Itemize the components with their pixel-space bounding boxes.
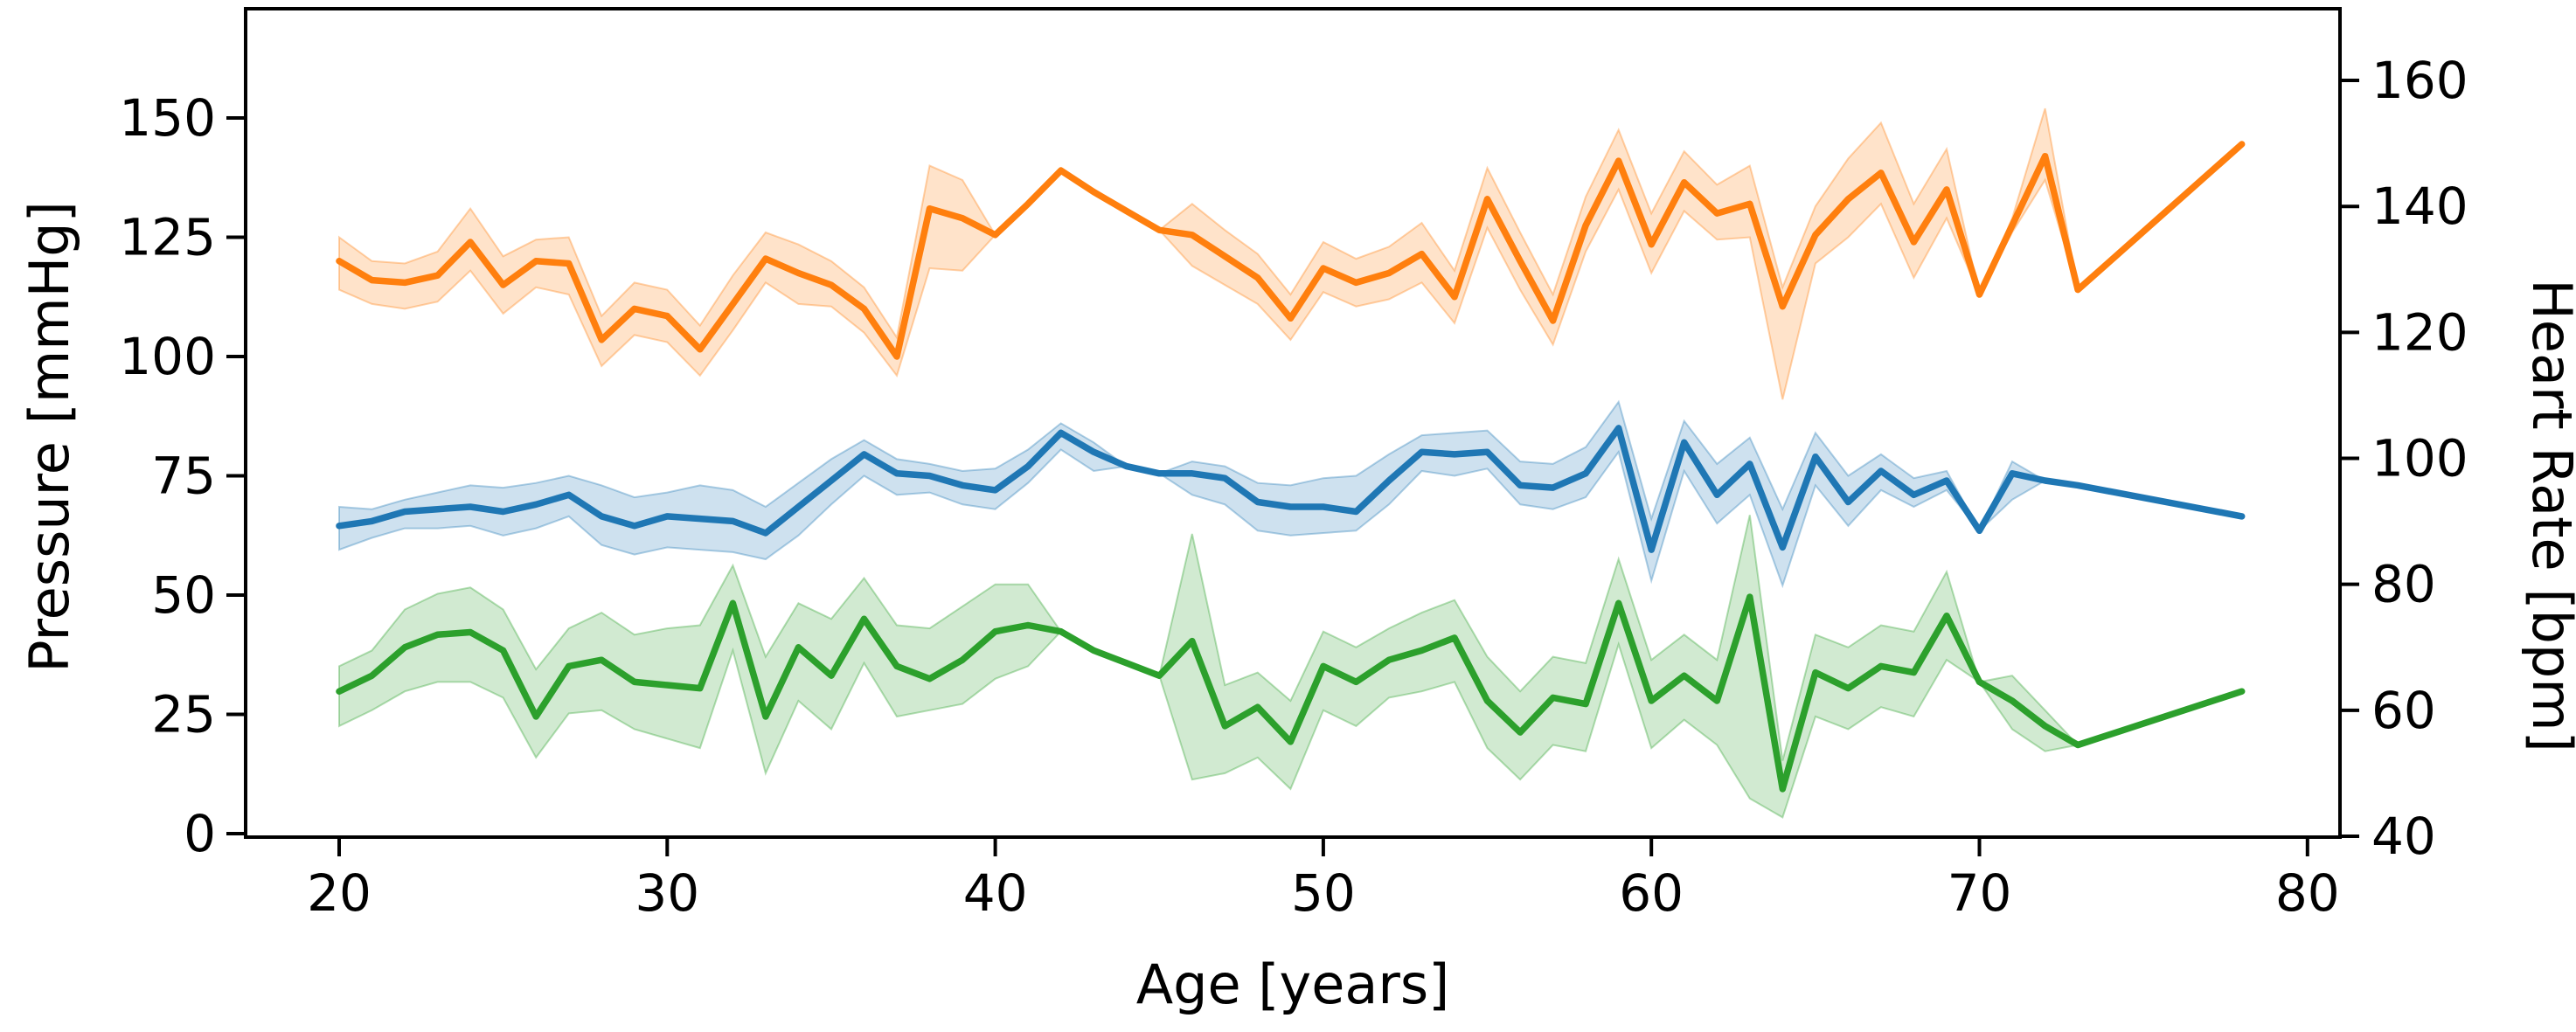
y-right-tick-label: 40 [2371, 807, 2436, 866]
green-heart-rate-band [338, 515, 2243, 819]
blue-pressure-lower-line [336, 425, 2246, 553]
y-axis-label-left: Pressure [mmHg] [17, 201, 81, 673]
y-left-tick-label: 100 [119, 327, 216, 386]
x-tick-label: 70 [1948, 863, 2012, 923]
y-left-tick-label: 125 [119, 208, 216, 267]
plot-border [244, 7, 2342, 839]
orange-pressure-upper-line [336, 141, 2246, 360]
x-tick-label: 50 [1291, 863, 1356, 923]
green-heart-rate-line [336, 593, 2246, 793]
y-left-tick-label: 50 [151, 565, 216, 625]
y-right-tick-label: 120 [2371, 302, 2468, 362]
axis-ticks [226, 79, 2359, 856]
x-tick-label: 40 [963, 863, 1028, 923]
y-right-tick-label: 140 [2371, 177, 2468, 236]
y-left-tick-label: 25 [151, 685, 216, 745]
y-right-tick-label: 100 [2371, 429, 2468, 488]
axis-tick-labels: 20 30 40 50 60 70 80 0 25 50 75 100 125 150 40 60 80 100 1… [119, 51, 2468, 923]
y-right-tick-label: 160 [2371, 51, 2468, 110]
y-right-tick-label: 80 [2371, 555, 2436, 614]
orange-pressure-upper-band [338, 107, 2243, 400]
x-axis-label: Age [years] [1136, 952, 1450, 1016]
y-axis-label-right: Heart Rate [bpm] [2520, 279, 2576, 752]
x-tick-label: 80 [2275, 863, 2340, 923]
y-right-tick-label: 60 [2371, 681, 2436, 740]
y-left-tick-label: 75 [151, 447, 216, 506]
series-lines [336, 141, 2246, 793]
y-left-tick-label: 150 [119, 88, 216, 148]
x-tick-label: 60 [1619, 863, 1684, 923]
x-tick-label: 30 [635, 863, 699, 923]
x-tick-label: 20 [307, 863, 371, 923]
y-left-tick-label: 0 [184, 804, 216, 863]
